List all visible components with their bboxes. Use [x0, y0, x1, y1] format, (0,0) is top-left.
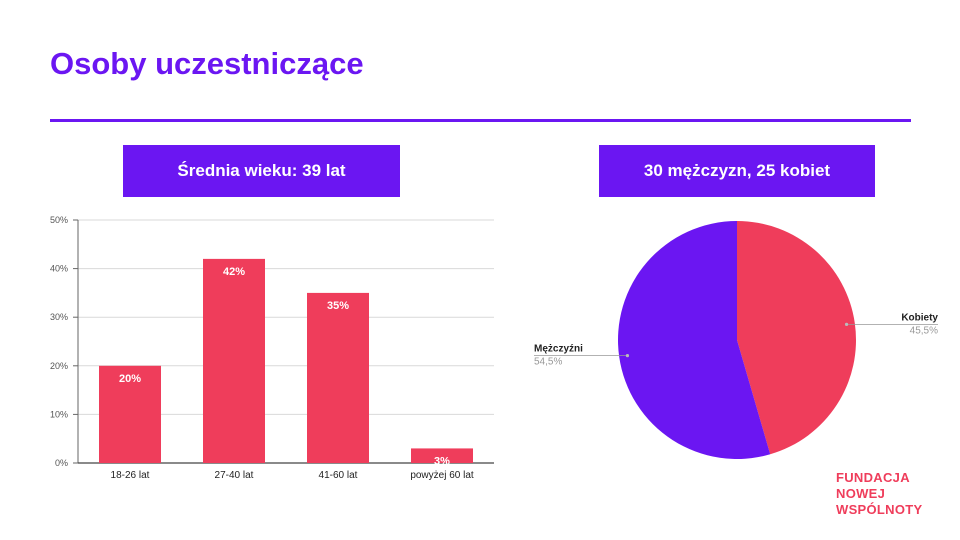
- age-bar-chart: 0% 10% 20% 30% 40% 50% 20% 18-26 lat 42% 27-40 la…: [50, 215, 494, 481]
- pie-value-label: 45,5%: [910, 325, 938, 336]
- y-tick-label: 40%: [50, 264, 68, 274]
- age-average-banner: Średnia wieku: 39 lat: [123, 145, 400, 197]
- logo-line-3: WSPÓLNOTY: [836, 502, 923, 517]
- y-tick-label: 20%: [50, 361, 68, 371]
- gender-pie-chart: Kobiety 45,5% Mężczyźni 54,5%: [534, 221, 938, 459]
- bar-data-label: 3%: [434, 455, 450, 467]
- x-tick-label: 27-40 lat: [215, 470, 254, 481]
- pie-slice-Kobiety: [737, 221, 856, 455]
- x-tick-label: 18-26 lat: [111, 470, 150, 481]
- bar-data-label: 20%: [119, 373, 141, 385]
- bar-powyżej 60 lat: [411, 448, 473, 463]
- bar-27-40 lat: [203, 258, 265, 463]
- y-tick-label: 50%: [50, 215, 68, 225]
- pie-leader-dot: [625, 353, 630, 358]
- page-title: Osoby uczestniczące: [50, 46, 364, 81]
- y-tick-label: 0%: [55, 458, 68, 468]
- pie-value-label: 54,5%: [534, 357, 562, 368]
- gender-count-banner: 30 mężczyzn, 25 kobiet: [599, 145, 875, 197]
- bar-41-60 lat: [307, 292, 369, 463]
- title-divider: [50, 119, 911, 122]
- pie-slice-Mężczyźni: [618, 221, 771, 459]
- logo-line-2: NOWEJ: [836, 486, 886, 501]
- pie-label: Mężczyźni: [534, 344, 583, 355]
- pie-leader-dot: [844, 322, 849, 327]
- bar-18-26 lat: [99, 365, 161, 463]
- logo-line-1: FUNDACJA: [836, 470, 910, 485]
- y-tick-label: 30%: [50, 312, 68, 322]
- bar-data-label: 42%: [223, 266, 245, 278]
- x-tick-label: powyżej 60 lat: [410, 470, 474, 481]
- foundation-logo: FUNDACJA NOWEJ WSPÓLNOTY: [836, 470, 922, 518]
- pie-label: Kobiety: [901, 312, 938, 323]
- x-tick-label: 41-60 lat: [319, 470, 358, 481]
- bar-data-label: 35%: [327, 300, 349, 312]
- y-tick-label: 10%: [50, 409, 68, 419]
